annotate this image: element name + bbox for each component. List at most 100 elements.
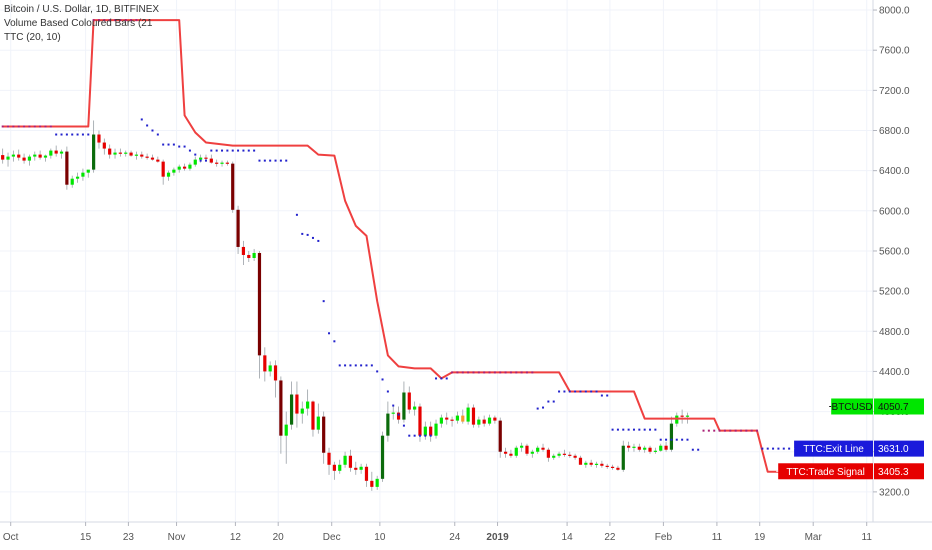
candle-11 xyxy=(59,149,64,159)
exit-dot-42 xyxy=(226,149,229,152)
exit-dot-51 xyxy=(274,159,277,162)
legend-volume-bars-study[interactable]: Volume Based Coloured Bars (21 xyxy=(4,18,153,29)
exit-dot-74 xyxy=(402,424,405,427)
candle-body-101 xyxy=(541,447,545,450)
exit-dot-73 xyxy=(397,413,400,416)
candle-127 xyxy=(680,409,684,424)
candle-body-47 xyxy=(252,252,256,258)
exit-dot-84 xyxy=(456,371,459,374)
exit-dot-55 xyxy=(301,232,304,235)
candle-body-118 xyxy=(632,446,636,448)
candle-body-33 xyxy=(177,166,181,170)
candle-18 xyxy=(97,130,101,149)
exit-dot-109 xyxy=(590,390,593,393)
candle-body-126 xyxy=(675,415,679,424)
exit-dot-91 xyxy=(493,371,496,374)
candle-122 xyxy=(653,447,657,454)
candle-2 xyxy=(11,150,15,162)
candle-10 xyxy=(54,145,58,157)
candle-20 xyxy=(108,144,112,159)
exit-dot-19 xyxy=(103,19,106,22)
candle-body-9 xyxy=(49,150,53,156)
time-tick-label-1: 15 xyxy=(80,532,92,543)
exit-dot-64 xyxy=(349,364,352,367)
candle-126 xyxy=(675,412,679,427)
candle-body-4 xyxy=(22,157,26,161)
exit-dot-145 xyxy=(782,447,785,450)
candle-86 xyxy=(461,409,465,424)
exit-dot-83 xyxy=(451,371,454,374)
candle-109 xyxy=(584,460,588,468)
candle-body-20 xyxy=(108,148,112,155)
candle-82 xyxy=(439,414,443,428)
time-tick-label-10: 14 xyxy=(562,532,574,543)
candle-119 xyxy=(637,443,641,452)
candle-body-75 xyxy=(402,392,406,420)
exit-dot-139 xyxy=(750,429,753,432)
candle-body-97 xyxy=(520,445,524,448)
exit-dot-114 xyxy=(616,428,619,431)
exit-dot-140 xyxy=(756,429,759,432)
exit-dot-94 xyxy=(509,371,512,374)
exit-dot-71 xyxy=(386,390,389,393)
candle-62 xyxy=(332,461,336,480)
candle-54 xyxy=(289,381,294,430)
candle-70 xyxy=(375,475,379,490)
exit-dot-95 xyxy=(515,371,518,374)
candle-120 xyxy=(643,445,647,453)
candle-body-85 xyxy=(455,415,460,421)
candle-body-122 xyxy=(653,450,657,452)
candle-body-49 xyxy=(263,355,267,372)
legend-symbol[interactable]: Bitcoin / U.S. Dollar, 1D, BITFINEX xyxy=(4,4,160,15)
candle-body-110 xyxy=(589,462,593,465)
candle-body-100 xyxy=(536,447,540,452)
candle-body-54 xyxy=(289,394,294,425)
candle-112 xyxy=(600,460,604,468)
candle-body-119 xyxy=(637,446,641,450)
candle-body-127 xyxy=(680,415,684,417)
candle-22 xyxy=(118,148,122,157)
price-tags: BTCUSD 4050.7 TTC:Exit Line 3631.0 TTC:Trade… xyxy=(776,398,924,480)
candle-body-83 xyxy=(445,417,449,420)
candle-body-94 xyxy=(503,451,508,454)
exit-dot-20 xyxy=(108,19,111,22)
candle-body-39 xyxy=(209,158,213,163)
candle-body-117 xyxy=(627,445,631,448)
candle-105 xyxy=(562,449,567,457)
candle-body-62 xyxy=(332,464,336,471)
price-tag-label-1: TTC:Exit Line xyxy=(803,444,864,455)
candle-106 xyxy=(568,451,572,458)
exit-dot-25 xyxy=(135,19,138,22)
exit-dot-142 xyxy=(766,447,769,450)
candle-body-44 xyxy=(236,209,240,247)
candle-103 xyxy=(552,453,556,460)
exit-dot-62 xyxy=(338,364,341,367)
candle-15 xyxy=(81,168,85,181)
exit-dot-48 xyxy=(258,159,261,162)
candle-5 xyxy=(27,154,32,166)
time-axis[interactable]: Oct 15 23 Nov 12 20 Dec 10 24 2019 14 22 Feb 11 19 Mar 1… xyxy=(3,522,872,543)
candle-body-115 xyxy=(616,467,620,470)
exit-dot-100 xyxy=(542,406,545,409)
exit-dot-22 xyxy=(119,19,122,22)
candle-92 xyxy=(493,415,497,424)
legend-ttc-study[interactable]: TTC (20, 10) xyxy=(4,32,61,43)
candle-body-96 xyxy=(514,447,518,456)
exit-dot-125 xyxy=(675,438,678,441)
candle-98 xyxy=(525,443,529,456)
candle-body-58 xyxy=(311,401,315,430)
candle-89 xyxy=(477,416,481,428)
candle-25 xyxy=(134,151,139,160)
time-tick-label-11: 22 xyxy=(604,532,616,543)
price-tag-label-bg-0 xyxy=(831,398,873,415)
candle-21 xyxy=(113,148,117,159)
price-tick-label-6: 5600.0 xyxy=(879,246,910,257)
candle-body-106 xyxy=(568,454,572,456)
exit-line-dots xyxy=(1,19,791,451)
candle-body-87 xyxy=(466,407,470,422)
candle-42 xyxy=(225,160,229,166)
candle-84 xyxy=(450,416,454,427)
candle-53 xyxy=(284,411,288,464)
